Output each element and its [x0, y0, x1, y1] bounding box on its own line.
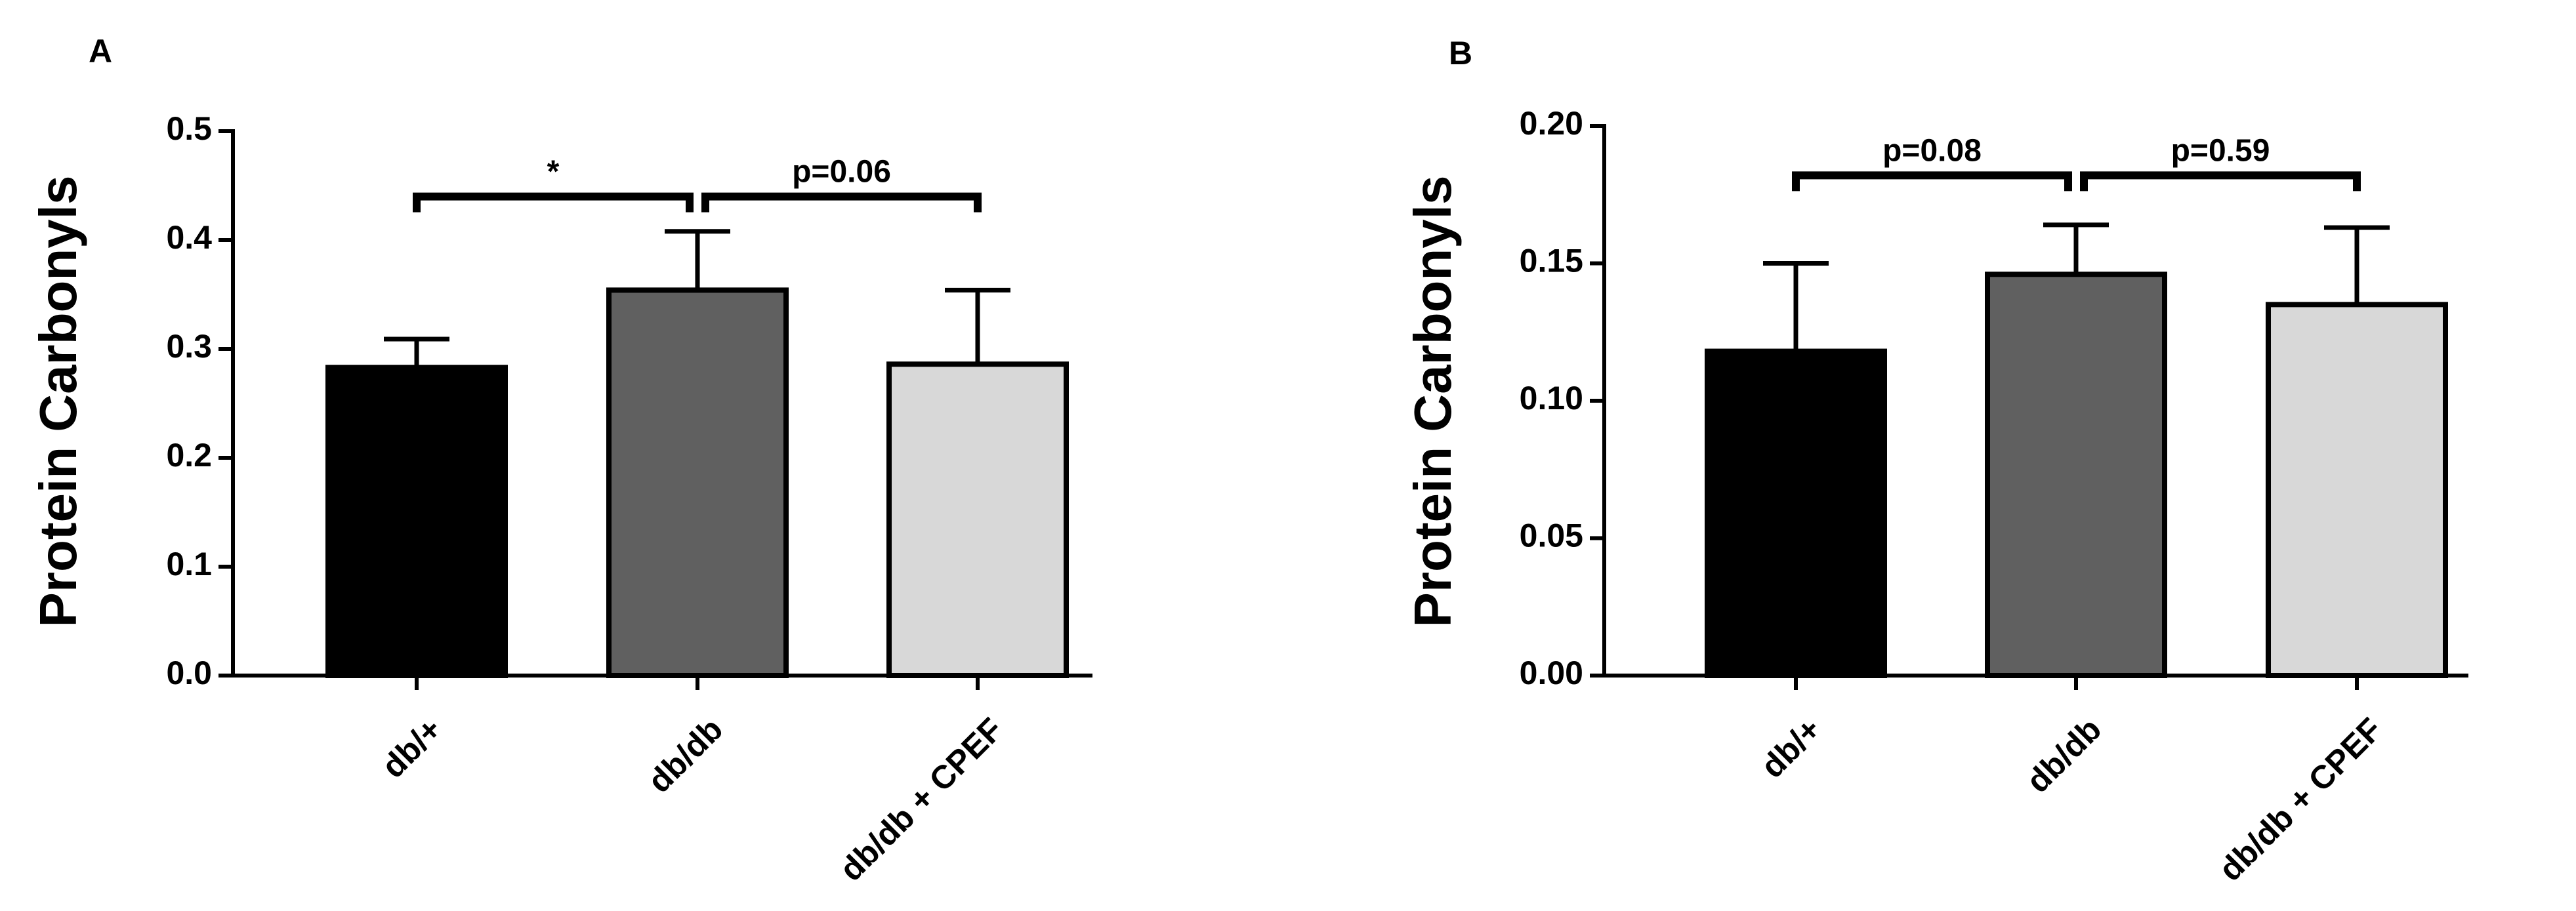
x-category-label: db/+	[375, 711, 449, 785]
bar-2	[606, 287, 789, 678]
y-tick-label: 0.15	[1520, 243, 1583, 279]
significance-label-2: p=0.06	[792, 155, 891, 190]
significance-bracket-2	[701, 192, 982, 213]
panel-label: A	[89, 33, 112, 70]
panel-label: B	[1449, 35, 1472, 71]
significance-bracket-1	[413, 192, 694, 213]
y-axis-label: Protein Carbonyls	[1403, 175, 1462, 627]
y-tick-label: 0.20	[1520, 105, 1583, 142]
bar-2	[1985, 272, 2167, 678]
y-tick-label: 0.2	[166, 437, 212, 474]
significance-bracket-1	[1792, 171, 2072, 192]
y-axis-label: Protein Carbonyls	[29, 175, 87, 627]
bar-3	[2266, 302, 2448, 679]
y-tick-label: 0.10	[1520, 380, 1583, 416]
y-tick-label: 0.3	[166, 328, 212, 365]
x-category-label: db/db	[640, 711, 730, 800]
y-tick-label: 0.00	[1520, 655, 1583, 691]
panel-a: A Protein Carbonyls 0.0 0.1 0.2 0.3 0.4 0.5 db/+…	[29, 33, 1092, 888]
bar-3	[886, 361, 1069, 678]
y-tick-label: 0.5	[166, 110, 212, 147]
bar-1	[1705, 348, 1887, 679]
y-tick-label: 0.05	[1520, 517, 1583, 554]
y-tick-label: 0.4	[166, 219, 212, 256]
x-category-label: db/db	[2019, 711, 2108, 800]
y-tick-label: 0.0	[166, 655, 212, 691]
significance-label-2: p=0.59	[2171, 133, 2270, 168]
significance-bracket-2	[2080, 171, 2361, 192]
significance-label-1: *	[547, 155, 560, 190]
x-category-label: db/db + CPEF	[2212, 711, 2389, 888]
panel-b: B Protein Carbonyls 0.00 0.05 0.10 0.15 0.20 db…	[1403, 35, 2468, 888]
x-category-label: db/+	[1754, 711, 1828, 785]
y-tick-label: 0.1	[166, 546, 212, 582]
significance-label-1: p=0.08	[1882, 133, 1982, 168]
bar-1	[325, 365, 508, 678]
x-category-label: db/db + CPEF	[833, 711, 1010, 888]
